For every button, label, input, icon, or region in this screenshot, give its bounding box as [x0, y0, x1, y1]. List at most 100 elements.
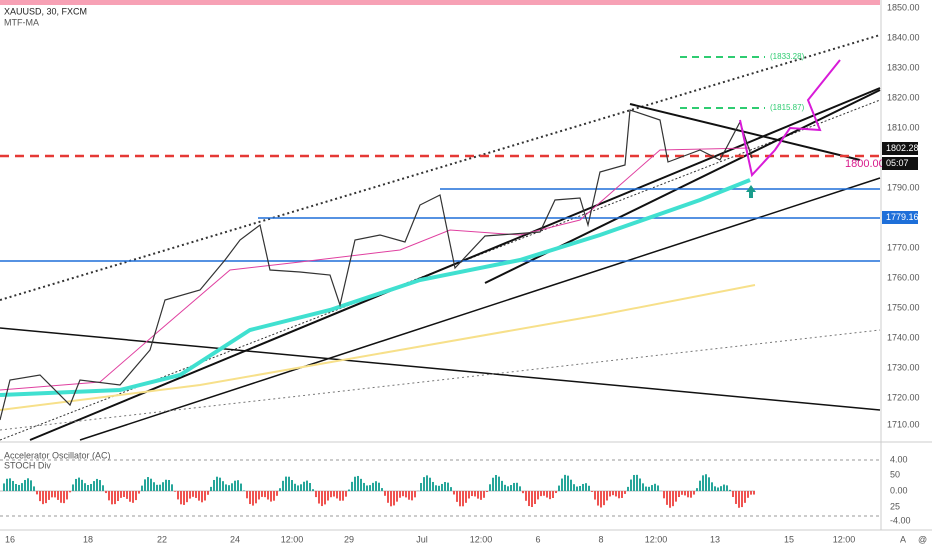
osc-bar: [195, 491, 197, 498]
osc-bar: [123, 491, 125, 497]
osc-bar: [318, 491, 320, 504]
osc-bar: [297, 485, 299, 491]
osc-subtitle: STOCH Div: [4, 460, 51, 470]
osc-bar: [180, 491, 182, 505]
osc-bar: [576, 486, 578, 491]
osc-bar: [366, 485, 368, 491]
osc-bar: [513, 482, 515, 491]
osc-bar: [198, 491, 200, 501]
osc-bar: [717, 487, 719, 491]
time-label: 8: [598, 534, 603, 544]
osc-bar: [354, 476, 356, 491]
countdown-tag: [882, 157, 918, 170]
osc-bar: [573, 484, 575, 491]
osc-bar: [540, 491, 542, 497]
osc-bar: [216, 476, 218, 491]
osc-bar: [267, 491, 269, 500]
osc-bar: [276, 491, 278, 496]
osc-bar: [471, 491, 473, 497]
osc-bar: [120, 491, 122, 498]
time-label: 12:00: [645, 534, 668, 544]
osc-bar: [18, 484, 20, 491]
osc-bar: [378, 482, 380, 491]
osc-bar: [324, 491, 326, 505]
osc-bar: [483, 491, 485, 498]
osc-bar: [636, 474, 638, 491]
osc-bar: [210, 486, 212, 491]
osc-bar: [516, 482, 518, 491]
corner-a[interactable]: A: [900, 534, 906, 544]
osc-bar: [462, 491, 464, 507]
osc-bar: [726, 485, 728, 491]
drawn-level-label: 1800.00: [845, 158, 885, 170]
time-label: 24: [230, 534, 240, 544]
osc-bar: [594, 491, 596, 500]
osc-bar: [621, 491, 623, 498]
osc-bar: [738, 491, 740, 508]
osc-axis-label: 25: [890, 501, 900, 511]
osc-bar: [423, 477, 425, 491]
osc-bar: [150, 478, 152, 491]
osc-bar: [561, 478, 563, 491]
osc-bar: [222, 481, 224, 491]
osc-bar: [525, 491, 527, 501]
time-label: 15: [784, 534, 794, 544]
price-label: 1830.00: [887, 62, 920, 72]
osc-bar: [522, 491, 524, 494]
osc-bar: [219, 477, 221, 491]
osc-bar: [432, 481, 434, 491]
osc-bar: [51, 491, 53, 498]
osc-bar: [426, 475, 428, 491]
osc-bar: [99, 480, 101, 491]
osc-bar: [273, 491, 275, 501]
osc-bar: [168, 480, 170, 491]
osc-bar: [675, 491, 677, 502]
osc-bar: [453, 491, 455, 495]
osc-bar: [456, 491, 458, 502]
level-tag: [882, 211, 918, 224]
osc-bar: [93, 481, 95, 491]
osc-bar: [642, 483, 644, 491]
ma-yellow: [0, 284, 756, 411]
time-label: 18: [83, 534, 93, 544]
oscillator: [0, 459, 880, 517]
corner-at[interactable]: @: [918, 534, 927, 544]
osc-bar: [732, 491, 734, 498]
osc-bar: [645, 486, 647, 491]
price-label: 1760.00: [887, 272, 920, 282]
osc-bar: [420, 483, 422, 491]
osc-bar: [84, 483, 86, 491]
osc-bar: [351, 481, 353, 491]
time-label: 22: [157, 534, 167, 544]
osc-bar: [465, 491, 467, 503]
osc-bar: [171, 484, 173, 491]
osc-bar: [135, 491, 137, 501]
osc-bar: [27, 478, 29, 491]
osc-bar: [330, 491, 332, 498]
osc-bar: [144, 479, 146, 491]
osc-bar: [162, 482, 164, 491]
osc-bar: [156, 484, 158, 491]
osc-bar: [699, 480, 701, 491]
osc-bar: [477, 491, 479, 499]
osc-bar: [654, 483, 656, 491]
countdown: 05:07: [886, 158, 909, 168]
osc-bar: [66, 491, 68, 500]
ma-cyan: [0, 178, 751, 397]
osc-bar: [534, 491, 536, 504]
osc-bar: [138, 491, 140, 494]
osc-bar: [723, 484, 725, 491]
osc-bar: [21, 483, 23, 491]
osc-bar: [735, 491, 737, 504]
osc-bar: [261, 491, 263, 497]
indicator-name: MTF-MA: [4, 17, 39, 27]
time-label: 12:00: [470, 534, 493, 544]
osc-bar: [447, 482, 449, 491]
osc-bar: [543, 491, 545, 496]
osc-bar: [3, 483, 5, 491]
osc-bar: [747, 491, 749, 498]
osc-bar: [444, 482, 446, 491]
osc-bar: [225, 484, 227, 491]
osc-bar: [633, 474, 635, 491]
osc-bar: [201, 491, 203, 503]
